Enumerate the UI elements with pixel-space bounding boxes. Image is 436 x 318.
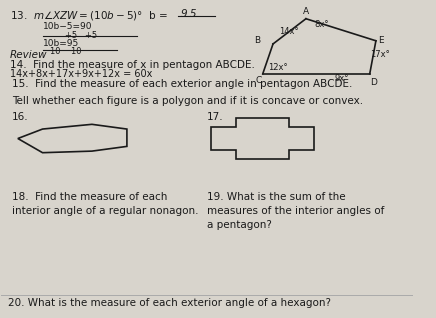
Text: 12x°: 12x°	[268, 63, 288, 72]
Text: 8x°: 8x°	[314, 20, 329, 29]
Text: 15.  Find the measure of each exterior angle in pentagon ABCDE.: 15. Find the measure of each exterior an…	[12, 79, 352, 89]
Text: 14.  Find the measure of x in pentagon ABCDE.: 14. Find the measure of x in pentagon AB…	[10, 60, 255, 70]
Text: 20. What is the measure of each exterior angle of a hexagon?: 20. What is the measure of each exterior…	[7, 298, 330, 308]
Text: D: D	[370, 78, 377, 87]
Text: 14x+8x+17x+9x+12x = 60x: 14x+8x+17x+9x+12x = 60x	[10, 69, 152, 79]
Text: 17.: 17.	[207, 112, 224, 122]
Text: 18.  Find the measure of each
interior angle of a regular nonagon.: 18. Find the measure of each interior an…	[12, 192, 198, 216]
Text: 9.5: 9.5	[181, 9, 197, 19]
Text: 10b=95: 10b=95	[43, 38, 79, 48]
Text: A: A	[303, 7, 309, 16]
Text: C: C	[255, 76, 262, 86]
Text: 17x°: 17x°	[370, 50, 389, 59]
Text: 13.  $m\angle XZW = (10b-5)°$  b =: 13. $m\angle XZW = (10b-5)°$ b =	[10, 9, 169, 22]
Text: 19. What is the sum of the
measures of the interior angles of
a pentagon?: 19. What is the sum of the measures of t…	[207, 192, 385, 230]
Text: 10b−5=90: 10b−5=90	[43, 22, 92, 31]
Text: 10    10: 10 10	[50, 47, 81, 56]
Text: 14x°: 14x°	[279, 27, 299, 36]
Text: 16.: 16.	[12, 112, 28, 122]
Text: Review: Review	[10, 50, 47, 60]
Text: E: E	[378, 36, 384, 45]
Text: +5   +5: +5 +5	[65, 31, 97, 40]
Text: Tell whether each figure is a polygon and if it is concave or convex.: Tell whether each figure is a polygon an…	[12, 96, 363, 106]
Text: B: B	[255, 36, 261, 45]
Text: 9x°: 9x°	[335, 74, 349, 83]
